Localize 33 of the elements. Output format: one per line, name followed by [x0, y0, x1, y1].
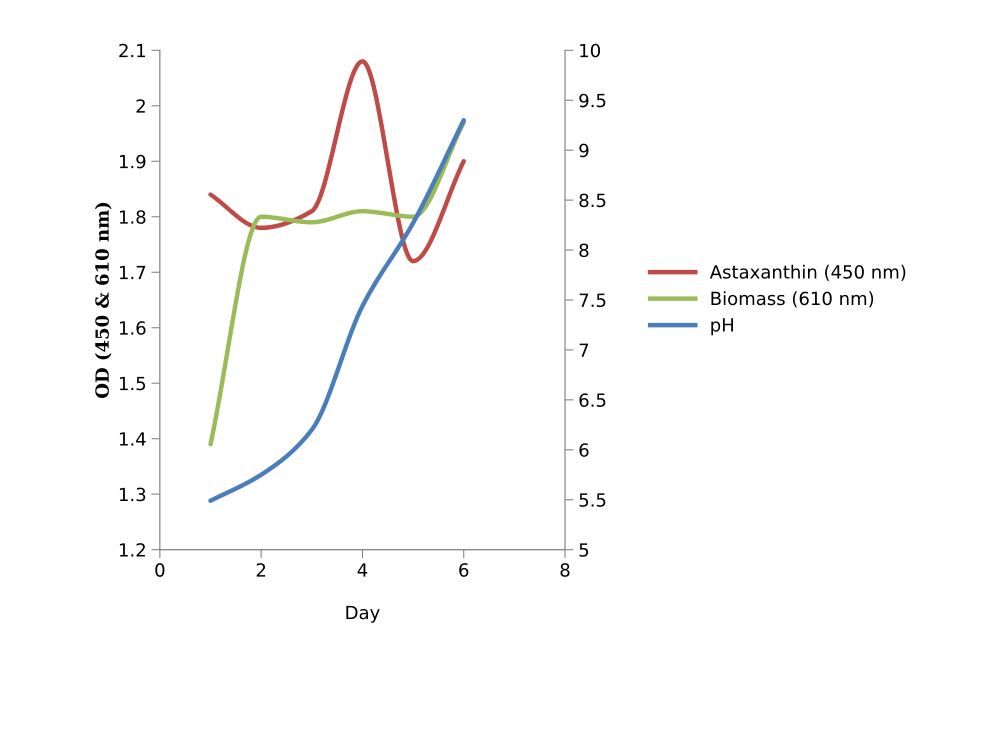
y-tick-label: 1.5	[120, 376, 146, 390]
y2-tick-label: 6.5	[579, 393, 606, 407]
x-tick-label: 6	[459, 563, 468, 577]
y2-tick-label: 8.5	[579, 194, 606, 208]
y-axis-title: OD (450 & 610 nm)	[94, 202, 112, 398]
y2-tick-label: 8	[579, 244, 588, 258]
y-tick-label: 1.4	[120, 432, 146, 446]
y-tick-label: 1.9	[120, 154, 146, 168]
y-tick-label: 1.6	[120, 321, 146, 335]
y-tick-label: 1.2	[120, 543, 145, 557]
y2-tick-label: 10	[580, 44, 600, 58]
x-tick-label: 2	[256, 563, 266, 577]
line-series	[208, 59, 466, 264]
y2-tick-label: 6	[579, 443, 589, 457]
legend-label: Biomass (610 nm)	[711, 291, 874, 308]
y2-tick-label: 7	[580, 344, 588, 357]
y2-tick-label: 9	[579, 144, 588, 158]
y-tick-label: 1.7	[120, 266, 146, 280]
line-series	[208, 118, 466, 503]
y-tick-label: 1.3	[120, 488, 146, 502]
y-tick-label: 2	[136, 99, 145, 113]
y-tick-label: 1.8	[120, 210, 146, 224]
legend-label: pH	[711, 318, 733, 336]
y2-tick-label: 5.5	[580, 493, 606, 507]
x-axis-title: Day	[346, 606, 380, 623]
x-tick-label: 4	[358, 563, 368, 577]
x-tick-label: 0	[155, 563, 164, 577]
y2-tick-label: 5	[580, 543, 588, 557]
y2-tick-label: 9.5	[579, 94, 606, 108]
y2-tick-label: 7.5	[580, 294, 606, 308]
legend-label: Astaxanthin (450 nm)	[710, 264, 906, 281]
x-tick-label: 8	[560, 563, 570, 577]
y-tick-label: 2.1	[119, 44, 146, 58]
